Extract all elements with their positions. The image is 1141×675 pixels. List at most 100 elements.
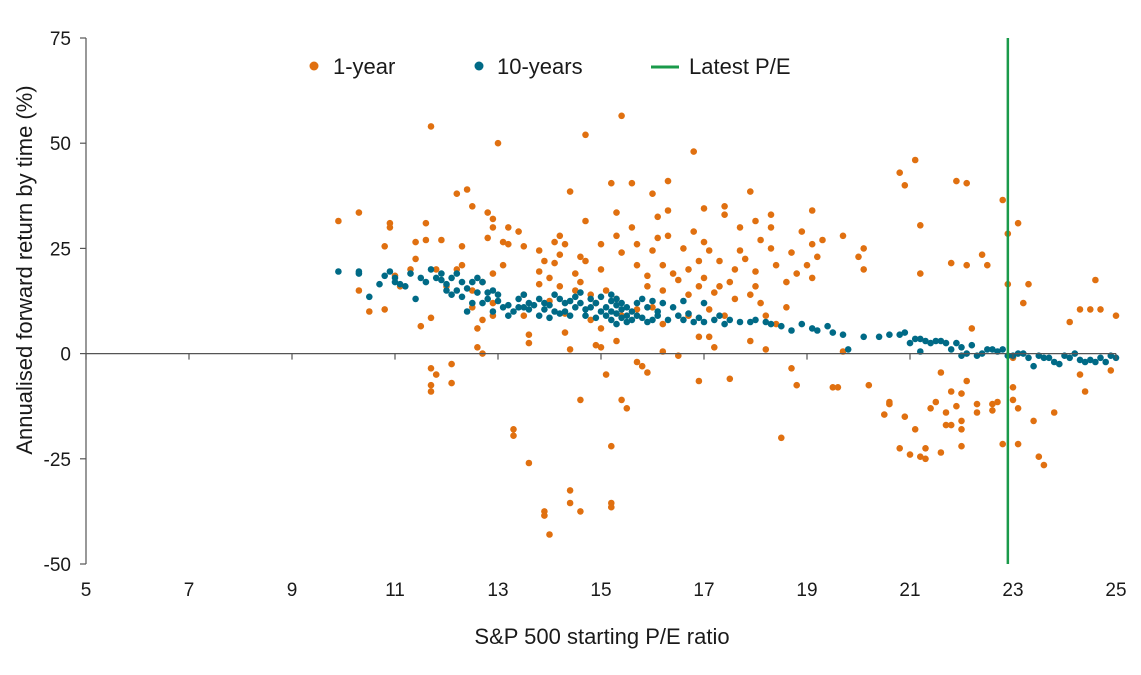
- data-point: [896, 331, 903, 339]
- data-point: [556, 310, 564, 317]
- data-point: [335, 217, 342, 225]
- y-tick-label: 50: [50, 134, 71, 155]
- data-point: [654, 234, 661, 242]
- data-point: [469, 299, 476, 307]
- data-point: [1107, 367, 1115, 374]
- data-point: [736, 247, 744, 254]
- data-point: [608, 179, 615, 187]
- data-point: [494, 291, 502, 299]
- data-point: [535, 268, 543, 275]
- data-point: [747, 291, 754, 299]
- data-point: [654, 312, 661, 320]
- data-point: [474, 289, 481, 296]
- data-point: [556, 251, 564, 258]
- data-point: [808, 240, 816, 248]
- data-point: [865, 381, 873, 389]
- data-point: [767, 320, 775, 328]
- data-point: [659, 261, 667, 269]
- data-point: [546, 314, 553, 322]
- data-point: [1092, 276, 1099, 284]
- points-layer: [335, 112, 1120, 538]
- data-point: [788, 327, 795, 334]
- legend: 1-year 10-years Latest P/E: [309, 54, 791, 79]
- data-point: [659, 299, 667, 307]
- data-point: [968, 341, 976, 349]
- data-point: [1050, 358, 1058, 366]
- data-point: [386, 268, 394, 275]
- y-tick-label: 0: [60, 345, 71, 366]
- data-point: [736, 224, 744, 231]
- data-point: [422, 219, 430, 227]
- x-tick-label: 17: [693, 580, 714, 601]
- data-point: [772, 261, 780, 269]
- data-point: [582, 131, 589, 139]
- data-point: [685, 291, 692, 299]
- data-point: [680, 297, 687, 305]
- data-point: [618, 396, 625, 404]
- data-point: [515, 304, 522, 311]
- data-point: [700, 299, 708, 307]
- data-point: [535, 280, 543, 288]
- data-point: [1066, 354, 1073, 362]
- data-point: [422, 236, 430, 244]
- data-point: [772, 320, 780, 328]
- y-ticks: 75 50 25 0 -25 -50: [44, 29, 86, 576]
- data-point: [1025, 280, 1032, 288]
- data-point: [438, 236, 445, 244]
- data-point: [618, 306, 625, 313]
- data-point: [407, 270, 414, 277]
- data-point: [1081, 358, 1089, 366]
- data-point: [1087, 306, 1094, 313]
- data-point: [633, 299, 641, 307]
- data-point: [427, 314, 435, 322]
- data-point: [458, 293, 466, 301]
- data-point: [1009, 396, 1017, 404]
- data-point: [1030, 362, 1037, 370]
- data-point: [927, 339, 934, 347]
- data-point: [638, 362, 646, 370]
- data-point: [731, 266, 739, 273]
- data-point: [463, 285, 471, 292]
- data-point: [649, 190, 656, 197]
- data-point: [839, 232, 847, 240]
- data-point: [989, 400, 996, 408]
- data-point: [551, 259, 558, 267]
- data-point: [577, 508, 584, 515]
- data-point: [489, 287, 497, 294]
- data-point: [953, 402, 960, 410]
- data-point: [376, 280, 383, 288]
- data-point: [520, 312, 528, 320]
- y-axis-title: Annualised forward return by time (%): [12, 85, 37, 454]
- data-point: [587, 304, 594, 311]
- x-tick-label: 7: [184, 580, 195, 601]
- data-point: [705, 333, 713, 341]
- data-point: [520, 243, 528, 250]
- data-point: [391, 278, 399, 286]
- data-point: [819, 236, 826, 244]
- legend-10years-label: 10-years: [497, 54, 583, 79]
- data-point: [499, 238, 507, 246]
- data-point: [597, 344, 605, 351]
- data-point: [381, 272, 389, 280]
- data-point: [587, 316, 594, 324]
- data-point: [427, 266, 435, 273]
- data-point: [582, 312, 589, 320]
- legend-10years-marker: [474, 61, 484, 71]
- data-point: [989, 346, 996, 353]
- data-point: [546, 531, 553, 538]
- data-point: [432, 371, 440, 378]
- data-point: [587, 295, 594, 303]
- data-point: [860, 266, 867, 273]
- data-point: [427, 123, 435, 130]
- data-point: [479, 316, 486, 324]
- data-point: [510, 308, 517, 315]
- data-point: [366, 308, 373, 315]
- data-point: [623, 304, 631, 311]
- data-point: [808, 325, 816, 332]
- data-point: [510, 426, 517, 433]
- data-point: [443, 280, 450, 288]
- data-point: [638, 314, 646, 322]
- x-tick-label: 19: [796, 580, 817, 601]
- data-point: [566, 487, 574, 494]
